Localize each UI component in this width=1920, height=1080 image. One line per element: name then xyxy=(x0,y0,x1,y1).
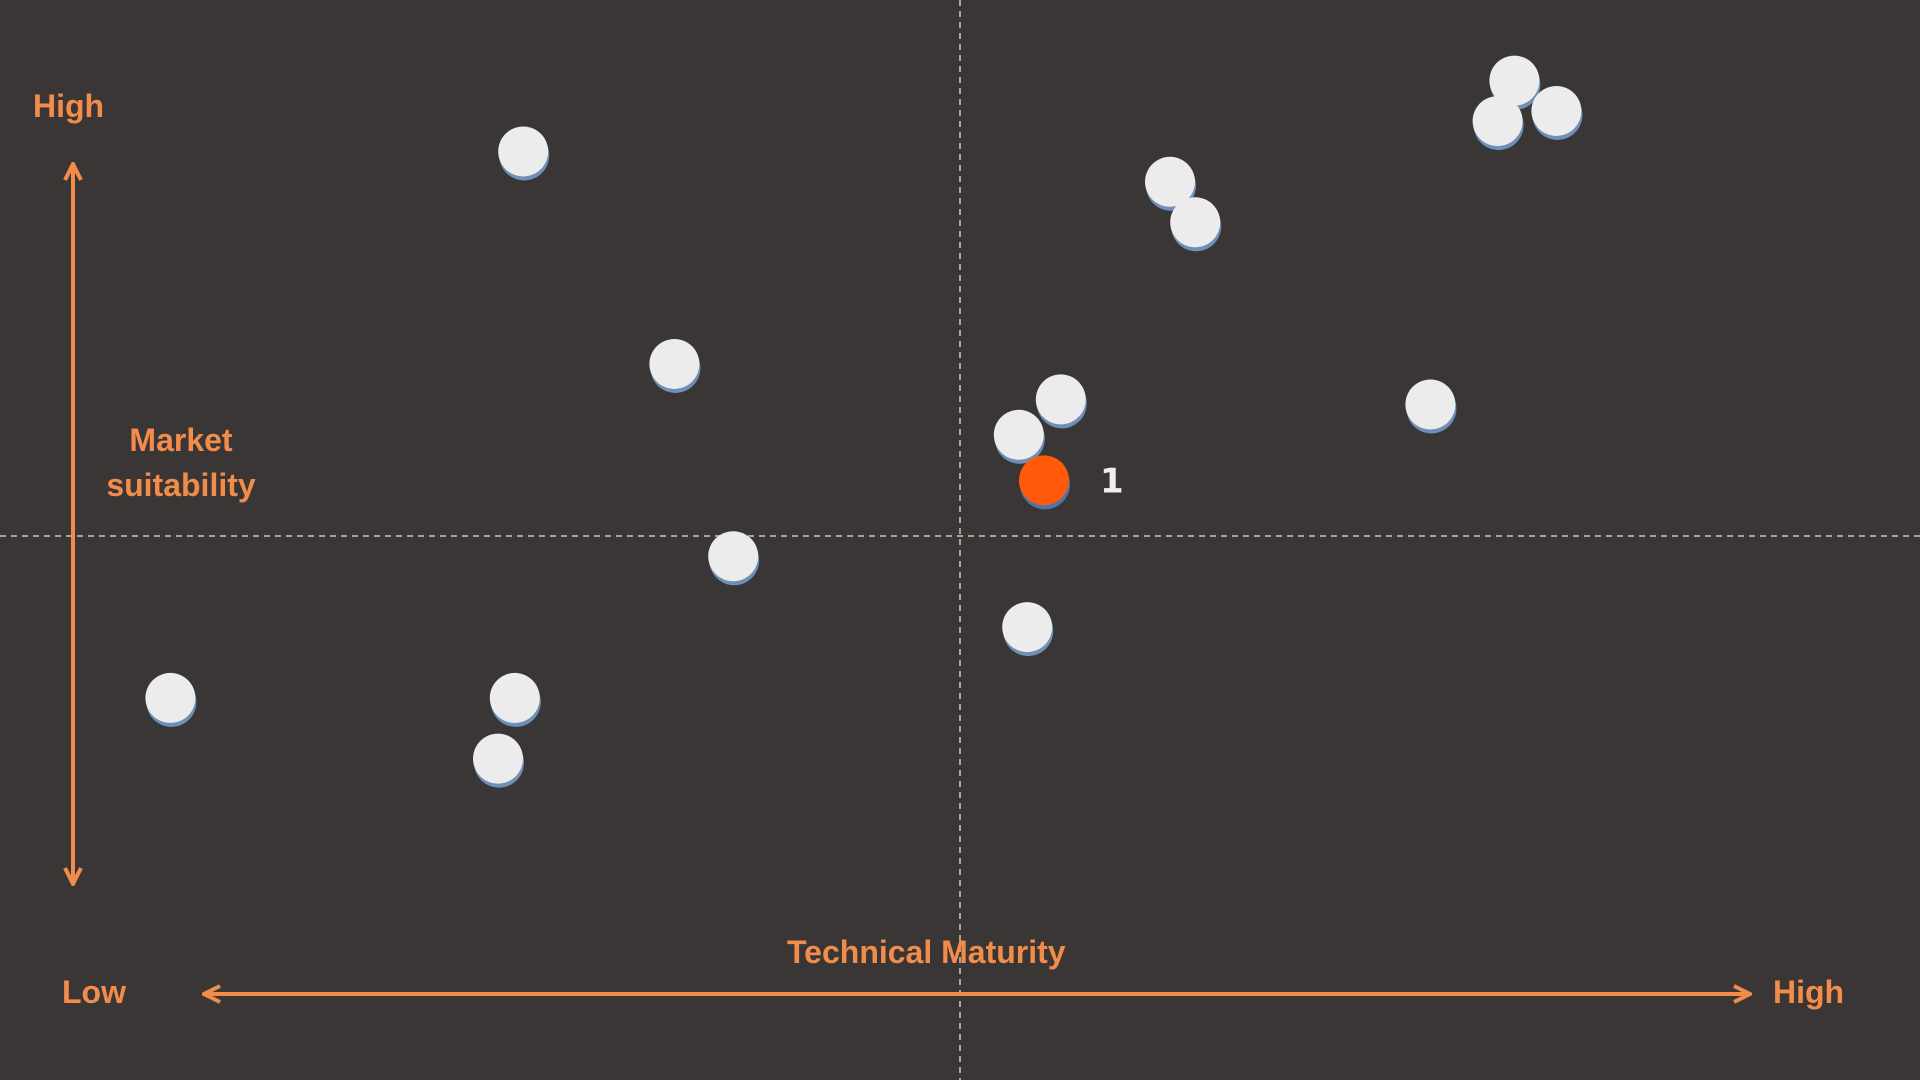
x-axis-low-label: Low xyxy=(62,974,126,1010)
data-point xyxy=(1531,85,1583,140)
data-point xyxy=(1405,379,1457,434)
data-point xyxy=(1002,602,1054,657)
data-point-marker xyxy=(1170,197,1221,248)
x-axis-high-label: High xyxy=(1773,974,1845,1010)
data-point-marker xyxy=(473,733,523,784)
y-axis-high-label: High xyxy=(33,88,105,124)
data-point xyxy=(1035,374,1087,429)
data-point-marker xyxy=(1489,55,1540,106)
data-point xyxy=(489,672,541,727)
data-point xyxy=(473,733,524,788)
data-point-marker xyxy=(1002,602,1053,653)
data-point xyxy=(1472,96,1524,151)
data-point xyxy=(498,126,550,181)
data-point-marker xyxy=(708,531,759,582)
data-point xyxy=(993,409,1045,464)
data-point xyxy=(708,531,760,586)
data-point-marker xyxy=(498,126,549,177)
y-axis-title: Market suitability xyxy=(106,422,256,503)
data-point xyxy=(649,338,701,393)
data-point-marker xyxy=(489,672,540,723)
data-point-marker xyxy=(1531,85,1582,136)
data-points: 1 xyxy=(145,55,1583,788)
data-point-marker xyxy=(145,672,196,723)
data-point-label: 1 xyxy=(1100,461,1124,501)
data-point-marker xyxy=(1035,374,1086,425)
data-point-marker xyxy=(1405,379,1456,430)
data-point-marker xyxy=(993,409,1044,460)
data-point-marker xyxy=(1472,96,1523,147)
data-point-marker xyxy=(649,338,700,389)
data-point xyxy=(1170,197,1222,252)
x-axis-title: Technical Maturity xyxy=(787,934,1066,970)
data-point xyxy=(145,672,197,727)
highlighted-data-point: 1 xyxy=(1019,455,1124,510)
data-point xyxy=(1145,156,1196,211)
data-point-marker xyxy=(1019,455,1069,506)
data-point-marker xyxy=(1145,156,1195,207)
